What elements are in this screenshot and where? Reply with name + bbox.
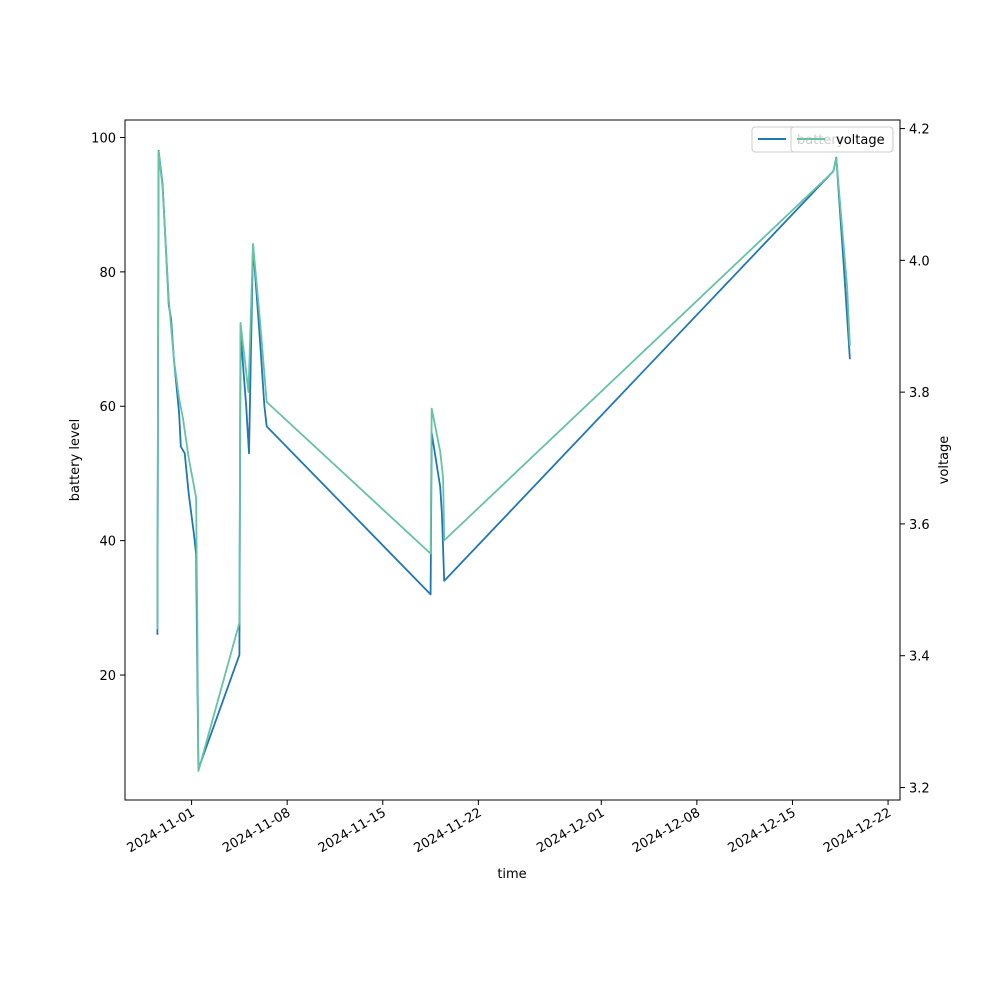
y-axis-right: 3.2 3.4 3.6 3.8 4.0 4.2 [900,123,930,796]
legend-voltage-label: voltage [836,133,885,148]
y-right-tick-label: 3.8 [909,386,930,401]
y-left-tick-label: 40 [99,535,116,550]
series-layer [156,149,851,772]
y-left-tick-label: 100 [91,131,116,146]
plot-area [125,120,900,800]
x-tick-label: 2024-12-08 [630,805,703,856]
y-left-tick-label: 60 [99,400,116,415]
x-tick-label: 2024-11-22 [411,805,484,856]
x-axis: 2024-11-01 2024-11-08 2024-11-15 2024-11-22… [125,800,894,856]
y-axis-left: 20 40 60 80 100 [91,131,125,684]
x-tick-label: 2024-11-15 [316,805,389,856]
x-tick-label: 2024-11-01 [125,805,198,856]
series-line-voltage [156,150,851,772]
x-tick-label: 2024-12-01 [534,805,607,856]
x-tick-label: 2024-12-15 [726,805,799,856]
y-right-tick-label: 4.0 [909,254,930,269]
y-axis-right-title: voltage [937,436,952,485]
y-right-tick-label: 3.2 [909,781,930,796]
x-tick-label: 2024-11-08 [220,805,293,856]
legend-right: voltage [790,126,894,153]
y-left-tick-label: 20 [99,669,116,684]
plot-frame [124,119,901,801]
y-right-tick-label: 3.4 [909,650,930,665]
legend-right-box [790,126,894,153]
y-right-tick-label: 3.6 [909,518,930,533]
y-axis-left-title: battery level [68,419,83,502]
x-axis-title: time [497,867,526,882]
y-right-tick-label: 4.2 [909,123,930,138]
x-tick-label: 2024-12-22 [821,805,894,856]
y-left-tick-label: 80 [99,266,116,281]
